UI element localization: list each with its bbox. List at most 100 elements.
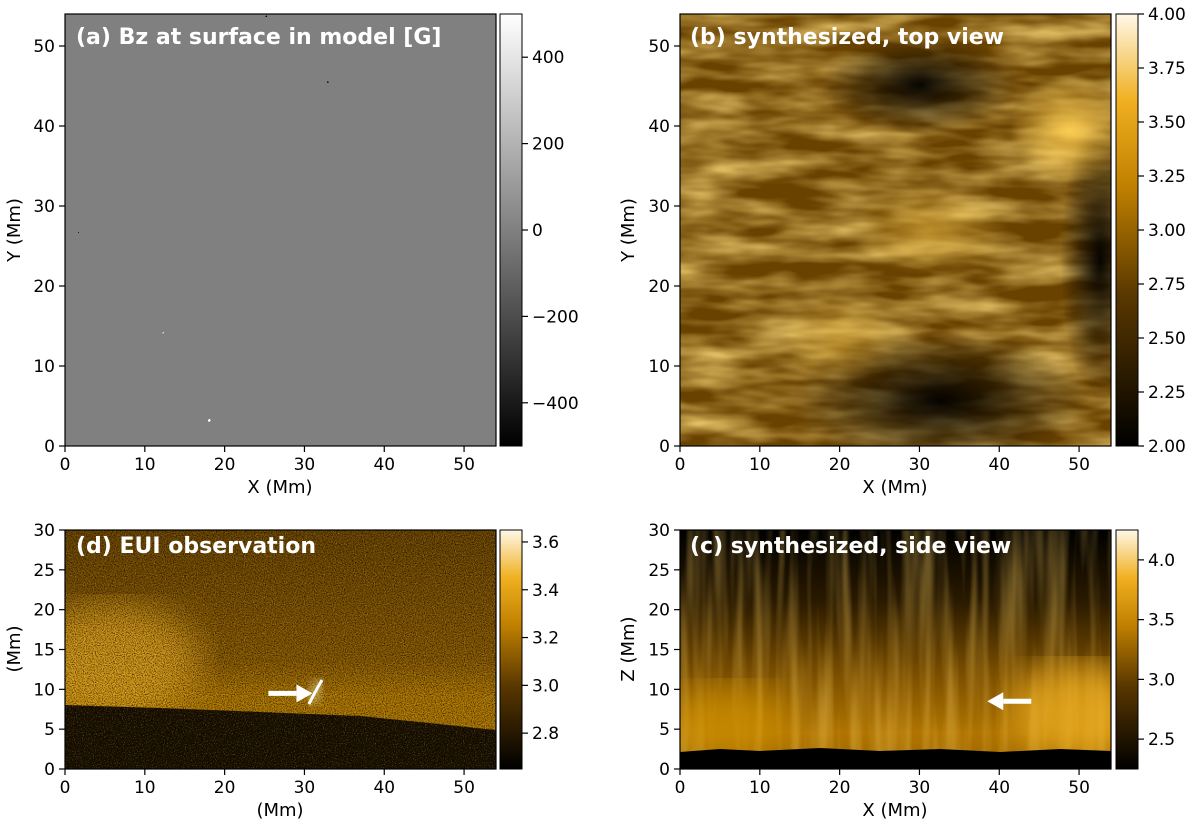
x-tick-label: 30 <box>909 455 931 475</box>
colorbar-tick-label: 4.00 <box>1148 5 1186 25</box>
colorbar-tick-label: 3.25 <box>1148 167 1186 187</box>
panel-d-colorbar <box>499 529 523 770</box>
panel-a-image <box>65 14 496 446</box>
panel-b-colorbar <box>1115 13 1139 447</box>
colorbar-tick-label: 400 <box>532 48 564 68</box>
panel-d-axes: 0 10 20 30 40 50 0 5 10 15 20 25 30 3.6 3.4 3.2 3.0 2.8 <box>33 521 559 798</box>
colorbar-tick-label: 2.00 <box>1148 437 1186 457</box>
panel-a-title: (a) Bz at surface in model [G] <box>76 25 441 50</box>
panel-d-xlabel: (Mm) <box>256 800 303 821</box>
y-tick-label: 30 <box>33 197 55 217</box>
x-tick-label: 30 <box>294 778 316 798</box>
y-tick-label: 40 <box>33 117 55 137</box>
colorbar-tick-label: 3.50 <box>1148 113 1186 133</box>
colorbar-tick-label: 2.75 <box>1148 275 1186 295</box>
x-tick-label: 20 <box>829 455 851 475</box>
colorbar-tick-label: 2.25 <box>1148 383 1186 403</box>
x-tick-label: 0 <box>675 455 686 475</box>
y-tick-label: 10 <box>33 357 55 377</box>
colorbar-tick-label: 2.50 <box>1148 329 1186 349</box>
y-tick-label: 10 <box>33 680 55 700</box>
y-tick-label: 5 <box>659 720 670 740</box>
x-tick-label: 40 <box>373 778 395 798</box>
panel-d-ylabel: (Mm) <box>4 625 25 672</box>
y-tick-label: 20 <box>648 601 670 621</box>
panel-d-arrow <box>268 684 313 703</box>
panel-d-image <box>65 530 496 769</box>
y-tick-label: 20 <box>33 601 55 621</box>
colorbar-tick-label: 2.5 <box>1148 730 1175 750</box>
colorbar-tick-label: 3.75 <box>1148 59 1186 79</box>
x-tick-label: 20 <box>214 455 236 475</box>
colorbar-tick-label: −200 <box>532 307 579 327</box>
colorbar-tick-label: 200 <box>532 135 564 155</box>
panel-c-arrow <box>987 692 1032 711</box>
x-tick-label: 0 <box>60 455 71 475</box>
y-tick-label: 50 <box>648 37 670 57</box>
arrow-head <box>296 684 313 703</box>
y-tick-label: 15 <box>33 641 55 661</box>
colorbar-tick-label: 3.2 <box>532 629 559 649</box>
y-tick-label: 30 <box>648 521 670 541</box>
panel-c-ylabel: Z (Mm) <box>618 616 639 681</box>
y-tick-label: 20 <box>33 277 55 297</box>
panel-a-ylabel: Y (Mm) <box>4 198 25 263</box>
panel-c-xlabel: X (Mm) <box>862 800 927 821</box>
x-tick-label: 40 <box>988 455 1010 475</box>
colorbar-tick-label: 2.8 <box>532 724 559 744</box>
colorbar-tick-label: 3.00 <box>1148 221 1186 241</box>
x-tick-label: 0 <box>60 778 71 798</box>
x-tick-label: 50 <box>1068 455 1090 475</box>
x-tick-label: 10 <box>749 455 771 475</box>
panel-b-image <box>680 14 1111 446</box>
panel-c-image <box>680 530 1111 769</box>
panel-a-xlabel: X (Mm) <box>247 477 312 498</box>
panel-c: (c) synthesized, side view 0 10 20 30 40 50 0 5… <box>618 521 1175 821</box>
panel-a-axes: 0 10 20 30 40 50 0 10 20 30 40 50 400 200 0 −200 −400 <box>33 37 578 475</box>
panel-a-colorbar <box>499 13 523 447</box>
y-tick-label: 0 <box>44 760 55 780</box>
x-tick-label: 50 <box>1068 778 1090 798</box>
y-tick-label: 10 <box>648 357 670 377</box>
y-tick-label: 0 <box>659 760 670 780</box>
y-tick-label: 25 <box>648 561 670 581</box>
y-tick-label: 0 <box>659 437 670 457</box>
panel-d-title: (d) EUI observation <box>76 534 316 559</box>
colorbar-tick-label: 0 <box>532 221 543 241</box>
panel-b-xlabel: X (Mm) <box>862 477 927 498</box>
panel-c-colorbar <box>1115 529 1139 770</box>
colorbar-tick-label: −400 <box>532 394 579 414</box>
panel-d: (d) EUI observation 0 10 20 30 40 50 0 5 10 15 20 2… <box>4 521 559 821</box>
x-tick-label: 40 <box>988 778 1010 798</box>
x-tick-label: 10 <box>134 455 156 475</box>
y-tick-label: 10 <box>648 680 670 700</box>
x-tick-label: 30 <box>909 778 931 798</box>
y-tick-label: 20 <box>648 277 670 297</box>
x-tick-label: 20 <box>214 778 236 798</box>
panel-c-axes: 0 10 20 30 40 50 0 5 10 15 20 25 30 4.0 3.5 3.0 2.5 <box>648 521 1175 798</box>
panel-b: (b) synthesized, top view 0 10 20 30 40 50 0 10… <box>618 5 1186 498</box>
y-tick-label: 15 <box>648 641 670 661</box>
x-tick-label: 10 <box>749 778 771 798</box>
colorbar-tick-label: 3.4 <box>532 581 559 601</box>
y-tick-label: 30 <box>648 197 670 217</box>
x-tick-label: 50 <box>453 455 475 475</box>
panel-b-axes: 0 10 20 30 40 50 0 10 20 30 40 50 4.00 3.75 3.50 3.25 3.… <box>648 5 1186 475</box>
x-tick-label: 0 <box>675 778 686 798</box>
colorbar-tick-label: 3.0 <box>1148 670 1175 690</box>
colorbar-tick-label: 3.0 <box>532 676 559 696</box>
x-tick-label: 20 <box>829 778 851 798</box>
panel-b-ylabel: Y (Mm) <box>618 198 639 263</box>
colorbar-tick-label: 3.6 <box>532 533 559 553</box>
y-tick-label: 40 <box>648 117 670 137</box>
x-tick-label: 50 <box>453 778 475 798</box>
x-tick-label: 30 <box>294 455 316 475</box>
x-tick-label: 10 <box>134 778 156 798</box>
panel-a: (a) Bz at surface in model [G] 0 10 20 30 40… <box>4 13 579 498</box>
y-tick-label: 30 <box>33 521 55 541</box>
colorbar-tick-label: 4.0 <box>1148 551 1175 571</box>
colorbar-tick-label: 3.5 <box>1148 611 1175 631</box>
y-tick-label: 50 <box>33 37 55 57</box>
y-tick-label: 25 <box>33 561 55 581</box>
